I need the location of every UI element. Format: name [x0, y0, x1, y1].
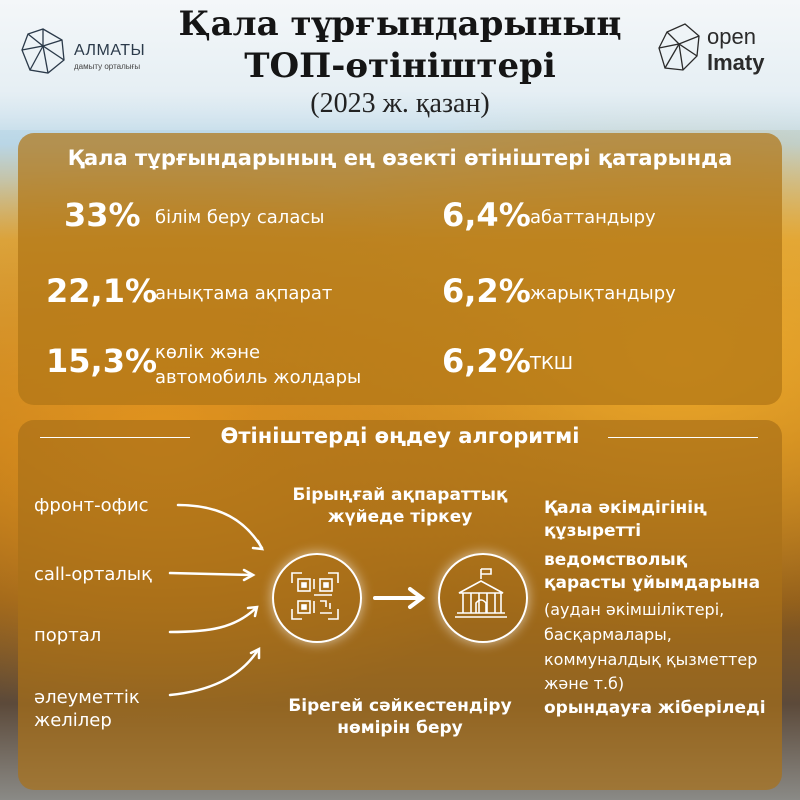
- source-social-line2: желілер: [34, 710, 112, 731]
- destination-bold: Қала әкімдігінің: [544, 498, 707, 518]
- divider-right: [608, 437, 758, 438]
- qr-code-icon: [291, 572, 339, 620]
- category-label: жарықтандыру: [530, 283, 676, 304]
- register-text-line1: Бірыңғай ақпараттық: [292, 485, 508, 505]
- percent-value: 6,2%: [442, 342, 531, 380]
- category-label-line1: көлік және: [155, 342, 261, 363]
- register-circle: [272, 553, 362, 643]
- divider-left: [40, 437, 190, 438]
- source-call-center: call-орталық: [34, 564, 152, 585]
- destination-final: орындауға жіберіледі: [544, 698, 766, 718]
- arrow-curve-icon: [176, 503, 264, 550]
- algorithm-title: Өтініштерді өңдеу алгоритмі: [220, 424, 580, 448]
- page-title-line1: Қала тұрғындарының: [178, 4, 622, 44]
- category-label: білім беру саласы: [155, 207, 325, 228]
- algorithm-panel: [18, 420, 782, 790]
- government-building-icon: [455, 568, 507, 618]
- organization-circle: [438, 553, 528, 643]
- open-almaty-logo: open lmaty: [655, 16, 795, 86]
- destination-detail: коммуналдық қызметтер: [544, 650, 758, 669]
- percent-value: 15,3%: [46, 342, 158, 380]
- source-front-office: фронт-офис: [34, 495, 149, 516]
- logo-left-name: АЛМАТЫ: [74, 42, 146, 59]
- polygon-logo-icon: [21, 28, 65, 74]
- top-requests-title: Қала тұрғындарының ең өзекті өтініштері …: [67, 146, 733, 170]
- almaty-logo: АЛМАТЫ дамыту орталығы: [14, 22, 164, 82]
- page-subtitle: (2023 ж. қазан): [310, 88, 490, 119]
- arrow-curve-icon: [168, 606, 258, 634]
- category-label: абаттандыру: [530, 207, 656, 228]
- arrow-curve-icon: [168, 648, 260, 697]
- arrow-curve-icon: [168, 571, 254, 577]
- category-label-line2: автомобиль жолдары: [155, 367, 362, 388]
- destination-detail: басқармалары,: [544, 625, 672, 644]
- logo-left-tagline: дамыту орталығы: [74, 62, 141, 71]
- logo-right-line1: open: [707, 24, 756, 49]
- destination-bold: құзыретті: [544, 521, 642, 541]
- destination-bold: ведомстволық: [544, 550, 688, 570]
- category-label: ТКШ: [530, 353, 574, 374]
- destination-detail: және т.б): [544, 674, 625, 693]
- percent-value: 6,4%: [442, 196, 531, 234]
- number-text-line2: нөмірін беру: [337, 718, 463, 738]
- page-title-line2: ТОП-өтініштері: [244, 46, 556, 86]
- polygon-logo-icon: [658, 23, 700, 71]
- number-text-line1: Бірегей сәйкестендіру: [288, 696, 512, 716]
- source-portal: портал: [34, 625, 102, 646]
- destination-bold: қарасты ұйымдарына: [544, 573, 761, 593]
- source-social-line1: әлеуметтік: [34, 687, 140, 708]
- percent-value: 33%: [64, 196, 141, 234]
- register-text-line2: жүйеде тіркеу: [327, 507, 473, 527]
- destination-detail: (аудан әкімшіліктері,: [544, 600, 725, 619]
- logo-right-line2: lmaty: [707, 50, 765, 75]
- category-label: анықтама ақпарат: [155, 283, 333, 304]
- percent-value: 6,2%: [442, 272, 531, 310]
- top-requests-panel: [18, 133, 782, 405]
- percent-value: 22,1%: [46, 272, 158, 310]
